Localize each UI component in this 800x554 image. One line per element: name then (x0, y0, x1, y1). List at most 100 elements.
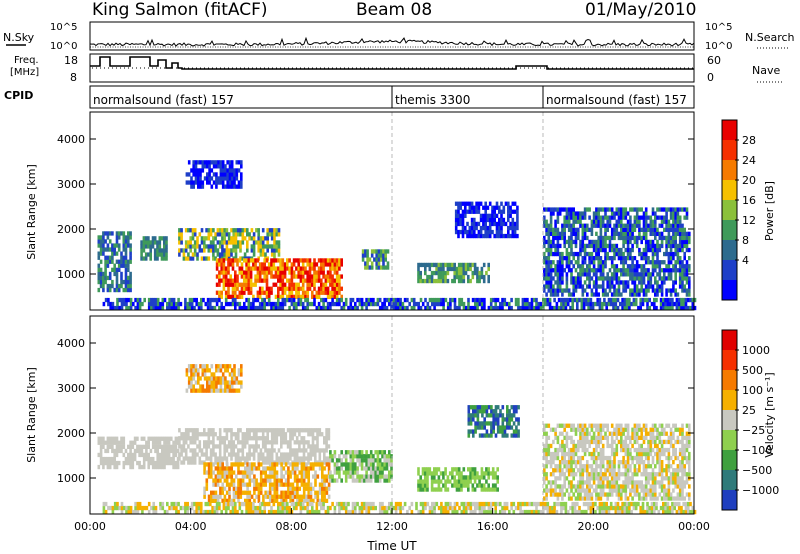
velocity-cell (259, 470, 263, 475)
power-cell (516, 217, 519, 223)
power-cell (669, 272, 673, 277)
velocity-cell (154, 448, 157, 454)
velocity-cell (325, 486, 329, 491)
power-cell (200, 248, 204, 253)
power-cell (292, 286, 296, 291)
power-cell (189, 228, 192, 233)
power-cell (588, 256, 591, 261)
velocity-cell (577, 427, 580, 432)
power-cell (605, 305, 608, 311)
velocity-cell (293, 448, 297, 453)
power-cell (561, 264, 564, 269)
velocity-cell (490, 409, 493, 414)
velocity-cell (140, 448, 144, 454)
power-cell (660, 280, 664, 285)
velocity-cell (506, 417, 509, 422)
power-cell (647, 268, 650, 273)
power-cell (612, 305, 615, 311)
power-cell (488, 221, 492, 227)
velocity-cell (273, 486, 277, 491)
power-cell (648, 305, 651, 311)
velocity-cell (234, 456, 238, 461)
power-cell (558, 280, 562, 285)
power-cell (333, 301, 337, 307)
power-cell (562, 301, 565, 307)
power-cell (178, 232, 181, 237)
velocity-cell (378, 458, 382, 463)
power-cell (635, 292, 639, 297)
power-cell (417, 270, 420, 276)
velocity-cell (595, 439, 598, 445)
nave-dot (476, 67, 477, 69)
velocity-cell (561, 468, 564, 473)
power-cell (320, 290, 323, 295)
power-cell (558, 235, 562, 241)
power-cell (459, 221, 462, 227)
power-cell (577, 276, 580, 281)
power-cell (510, 305, 513, 311)
velocity-cell (426, 471, 429, 476)
power-cell (629, 288, 632, 293)
velocity-cell (307, 444, 310, 449)
power-cell (382, 261, 385, 266)
power-cell (561, 251, 564, 257)
power-cell (377, 257, 381, 262)
power-cell (256, 305, 260, 311)
power-cell (299, 301, 303, 307)
power-cell (231, 290, 235, 295)
power-cell (338, 262, 341, 267)
velocity-cell (597, 480, 600, 485)
power-cell (246, 240, 249, 245)
power-cell (195, 301, 198, 307)
power-cell (640, 239, 643, 245)
velocity-cell (170, 460, 173, 466)
velocity-cell (558, 464, 562, 469)
power-cell (377, 261, 381, 266)
velocity-cell (316, 494, 320, 499)
velocity-cell (178, 436, 181, 441)
power-cell (628, 305, 631, 311)
power-cell (608, 256, 612, 261)
power-cell (226, 180, 229, 185)
velocity-cell (597, 439, 600, 445)
power-cell (554, 227, 557, 232)
velocity-cell (583, 464, 587, 469)
power-cell (487, 262, 490, 268)
velocity-cell (574, 488, 578, 493)
velocity-cell (444, 467, 447, 472)
power-cell (656, 260, 659, 265)
power-cell (274, 294, 278, 299)
power-cell (230, 164, 234, 169)
power-cell (326, 301, 330, 307)
velocity-cell (304, 428, 308, 433)
power-cell (184, 248, 188, 253)
velocity-cell (385, 458, 389, 463)
velocity-cell (581, 435, 585, 440)
power-cell (200, 236, 204, 241)
power-cell (667, 264, 671, 269)
velocity-cell (574, 443, 578, 449)
velocity-cell (320, 432, 324, 437)
power-cell (537, 301, 541, 307)
power-cell (210, 160, 214, 165)
power-cell (663, 260, 666, 265)
power-cell (676, 260, 680, 265)
velocity-cell (275, 482, 279, 487)
power-cell (629, 251, 632, 257)
power-cell (129, 297, 133, 303)
power-cell (624, 272, 628, 277)
power-cell (457, 262, 461, 268)
power-cell (674, 211, 677, 216)
power-cell (229, 258, 232, 263)
power-cell (647, 247, 650, 253)
power-colorbar-swatch (722, 280, 737, 300)
power-cell (279, 305, 282, 311)
velocity-cell (547, 435, 551, 440)
power-cell (492, 305, 495, 311)
power-cell (592, 292, 596, 297)
velocity-cell (189, 428, 192, 433)
power-cell (544, 301, 547, 307)
power-cell (649, 276, 653, 281)
freq-left-unit: [MHz] (10, 67, 39, 78)
